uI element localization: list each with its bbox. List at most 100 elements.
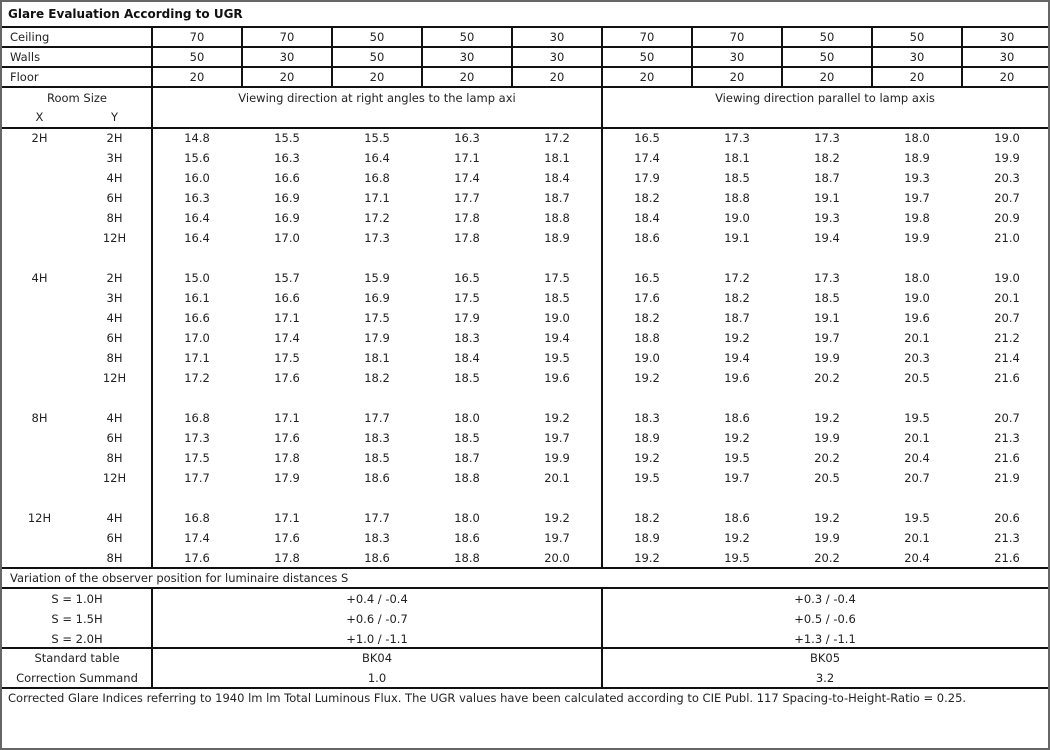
ugr-value: 20.3 [994,171,1020,185]
ugr-value: 16.9 [364,291,390,305]
ugr-value: 19.3 [904,171,930,185]
variation-label: S = 1.0H [51,592,103,606]
ugr-value: 18.2 [364,371,390,385]
room-x-value: 12H [27,511,52,525]
reflectance-value: 30 [999,50,1015,64]
room-y-value: 4H [106,511,123,525]
ugr-value: 17.9 [364,331,390,345]
ugr-value: 20.1 [544,471,570,485]
ugr-value: 19.0 [994,271,1020,285]
column-divider [601,87,603,567]
ugr-value: 19.2 [724,331,750,345]
ugr-value: 19.7 [544,531,570,545]
ugr-value: 16.3 [274,151,300,165]
ugr-value: 19.7 [814,331,840,345]
ugr-value: 19.2 [634,451,660,465]
room-y-value: 12H [102,231,127,245]
ugr-value: 17.6 [274,371,300,385]
ugr-value: 18.0 [904,271,930,285]
ugr-value: 17.4 [454,171,480,185]
ugr-value: 18.6 [724,511,750,525]
reflectance-value: 20 [999,70,1015,84]
ugr-value: 17.9 [634,171,660,185]
ugr-value: 20.2 [814,451,840,465]
ugr-value: 17.0 [184,331,210,345]
ugr-value: 16.8 [184,411,210,425]
ugr-value: 18.5 [454,431,480,445]
ugr-value: 19.2 [814,511,840,525]
variation-parallel: +1.3 / -1.1 [794,632,856,646]
ugr-value: 17.7 [454,191,480,205]
correction-summand-label: Correction Summand [16,671,138,685]
ugr-value: 18.7 [544,191,570,205]
reflectance-value: 20 [549,70,565,84]
ugr-value: 17.3 [814,271,840,285]
ugr-value: 18.7 [454,451,480,465]
ugr-value: 16.5 [634,271,660,285]
ugr-value: 19.4 [814,231,840,245]
room-y-value: 4H [106,411,123,425]
ugr-value: 19.0 [904,291,930,305]
reflectance-value: 20 [909,70,925,84]
ugr-value: 19.2 [634,371,660,385]
room-x-value: 2H [31,131,48,145]
reflectance-value: 70 [279,30,295,44]
ugr-value: 18.9 [904,151,930,165]
ugr-value: 19.2 [814,411,840,425]
ugr-value: 19.2 [544,511,570,525]
ugr-value: 17.2 [184,371,210,385]
ugr-value: 16.1 [184,291,210,305]
ugr-value: 16.3 [184,191,210,205]
reflectance-label: Ceiling [10,30,50,44]
ugr-value: 20.5 [904,371,930,385]
row-divider [2,46,1048,48]
ugr-value: 17.5 [544,271,570,285]
ugr-value: 17.4 [184,531,210,545]
ugr-value: 16.6 [274,171,300,185]
ugr-value: 19.7 [904,191,930,205]
ugr-value: 14.8 [184,131,210,145]
ugr-value: 18.2 [634,311,660,325]
variation-right-angles: +0.6 / -0.7 [346,612,408,626]
ugr-value: 18.2 [634,191,660,205]
ugr-value: 18.7 [814,171,840,185]
reflectance-value: 20 [639,70,655,84]
standard-table-label: Standard table [34,651,120,665]
ugr-value: 18.4 [544,171,570,185]
reflectance-value: 70 [729,30,745,44]
ugr-value: 16.5 [634,131,660,145]
room-y-value: 8H [106,211,123,225]
ugr-value: 18.8 [724,191,750,205]
reflectance-value: 30 [459,50,475,64]
ugr-value: 19.0 [724,211,750,225]
ugr-value: 20.9 [994,211,1020,225]
variation-right-angles: +1.0 / -1.1 [346,632,408,646]
room-y-value: 2H [106,131,123,145]
room-y-value: 4H [106,171,123,185]
ugr-value: 17.0 [274,231,300,245]
reflectance-value: 20 [459,70,475,84]
reflectance-value: 20 [729,70,745,84]
reflectance-value: 20 [279,70,295,84]
ugr-value: 18.3 [364,531,390,545]
reflectance-label: Floor [10,70,39,84]
ugr-value: 18.2 [724,291,750,305]
ugr-value: 19.6 [544,371,570,385]
variation-label: S = 1.5H [51,612,103,626]
standard-table-right-angles: BK04 [361,651,393,665]
ugr-value: 18.5 [544,291,570,305]
ugr-value: 20.1 [904,431,930,445]
room-y-value: 6H [106,191,123,205]
ugr-value: 21.3 [994,431,1020,445]
x-label: X [35,110,44,124]
ugr-value: 17.1 [274,511,300,525]
ugr-value: 18.6 [364,471,390,485]
ugr-value: 20.4 [904,551,930,565]
room-x-value: 4H [31,271,48,285]
reflectance-label: Walls [10,50,41,64]
reflectance-value: 50 [909,30,925,44]
room-y-value: 3H [106,151,123,165]
ugr-value: 21.3 [994,531,1020,545]
variation-parallel: +0.3 / -0.4 [794,592,856,606]
ugr-value: 15.7 [274,271,300,285]
